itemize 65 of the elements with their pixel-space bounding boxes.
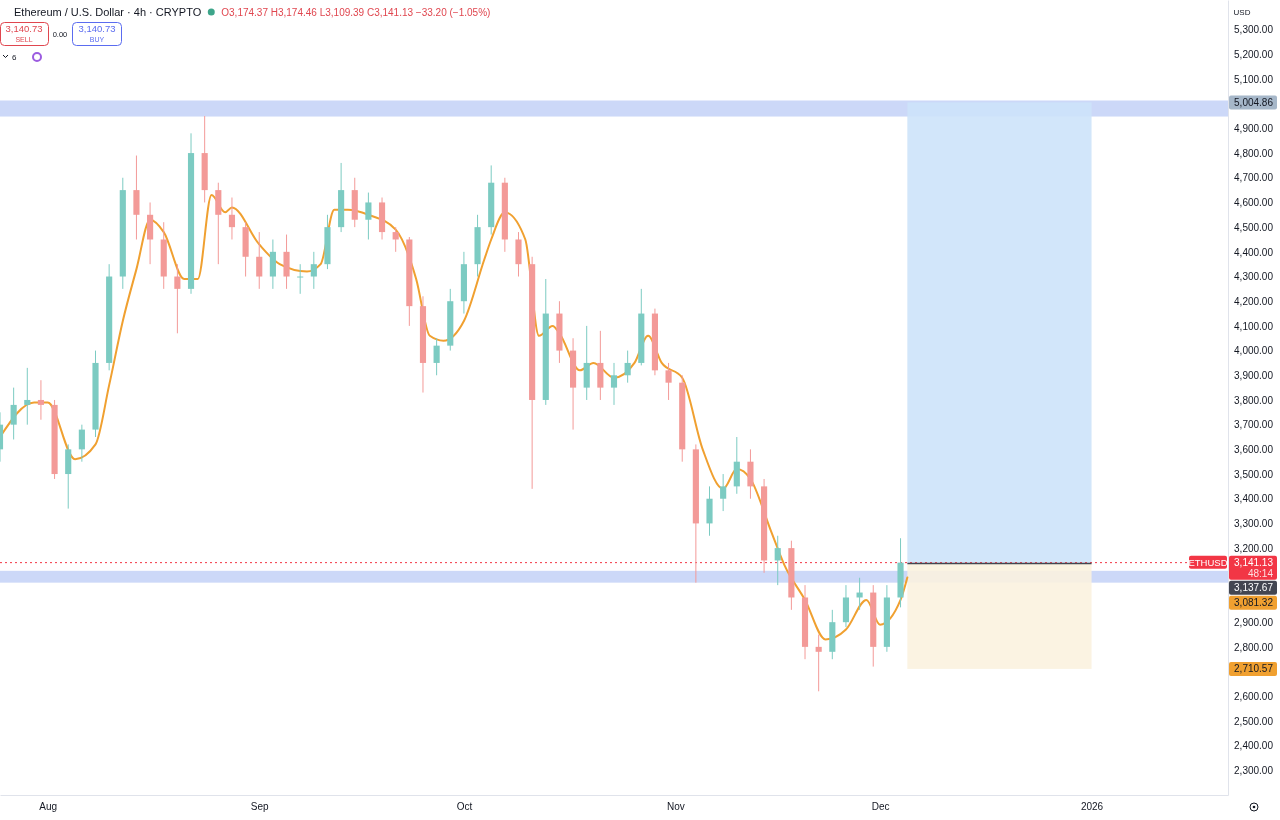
candlestick <box>37 379 44 421</box>
candlestick <box>433 337 440 376</box>
text: 2,710.57 <box>1234 663 1274 675</box>
y-tick-label: 3,500.00 <box>1234 468 1274 480</box>
y-tick-label: 2,300.00 <box>1234 765 1274 777</box>
y-tick-label: 2,800.00 <box>1234 641 1274 653</box>
y-tick-label: 2,400.00 <box>1234 740 1274 752</box>
candlestick <box>297 263 304 295</box>
candlestick <box>815 634 822 692</box>
y-tick-label: 4,200.00 <box>1234 295 1274 307</box>
y-tick-label: 3,700.00 <box>1234 419 1274 431</box>
candlestick <box>365 192 372 240</box>
x-tick-label: Oct <box>456 801 473 813</box>
text: Ethereum / U.S. Dollar · 4h · CRYPTO <box>14 6 202 18</box>
line-series <box>0 194 909 641</box>
y-tick-label: 5,200.00 <box>1234 49 1274 61</box>
candlestick <box>610 362 618 406</box>
text: O3,174.37 H3,174.46 L3,109.39 C3,141.13 −33.20 (−1.05%) <box>221 7 491 18</box>
x-tick-label: 2026 <box>1080 801 1104 813</box>
y-tick-label: 4,900.00 <box>1234 123 1274 135</box>
candlestick <box>10 387 17 440</box>
y-tick-label: 3,300.00 <box>1234 518 1274 530</box>
text: 48:14 <box>1247 568 1274 580</box>
candlestick <box>310 251 317 290</box>
y-tick-label: 3,400.00 <box>1234 493 1274 505</box>
text: USD <box>1233 8 1251 17</box>
y-tick-label: 4,500.00 <box>1234 221 1274 233</box>
y-tick-label: 3,800.00 <box>1234 394 1274 406</box>
candlestick <box>228 197 236 240</box>
x-tick-label: Dec <box>871 801 890 813</box>
candlestick <box>256 231 263 290</box>
y-tick-label: 3,900.00 <box>1234 369 1274 381</box>
candlestick <box>720 473 727 512</box>
text: 5,004.86 <box>1234 97 1274 108</box>
y-tick-label: 3,200.00 <box>1234 542 1274 554</box>
annotation: 6 <box>12 53 17 62</box>
y-tick-label: 5,100.00 <box>1234 73 1274 85</box>
text: 3,081.32 <box>1234 597 1274 609</box>
y-tick-label: 5,300.00 <box>1234 24 1274 36</box>
y-tick-label: 4,000.00 <box>1234 345 1274 357</box>
candlestick <box>174 263 181 334</box>
annotation: 3,140.73 <box>78 23 116 34</box>
candlestick <box>392 226 399 253</box>
candlestick <box>665 362 672 401</box>
candlestick <box>78 424 85 463</box>
y-tick-label: 2,500.00 <box>1234 715 1274 727</box>
x-tick-label: Nov <box>667 801 685 813</box>
annotation: 3,140.73 <box>5 23 43 34</box>
y-tick-label: 2,900.00 <box>1234 616 1274 628</box>
candlestick <box>24 367 31 426</box>
x-tick-label: Aug <box>39 801 58 813</box>
ref-line-label: ETHUSD <box>1188 556 1228 568</box>
x-tick-label: Sep <box>250 801 270 813</box>
y-tick-label: 4,600.00 <box>1234 197 1274 209</box>
candlestick <box>624 350 631 384</box>
candlestick <box>774 535 781 586</box>
y-tick-label: 2,600.00 <box>1234 690 1274 702</box>
text: 3,137.67 <box>1234 582 1274 594</box>
y-tick-label: 4,400.00 <box>1234 246 1274 258</box>
text: 3,141.13 <box>1234 557 1274 569</box>
y-tick-label: 4,700.00 <box>1234 172 1274 184</box>
y-tick-label: 3,600.00 <box>1234 444 1274 456</box>
y-tick-label: 4,800.00 <box>1234 147 1274 159</box>
y-tick-label: 4,300.00 <box>1234 271 1274 283</box>
y-tick-label: 4,100.00 <box>1234 320 1274 332</box>
